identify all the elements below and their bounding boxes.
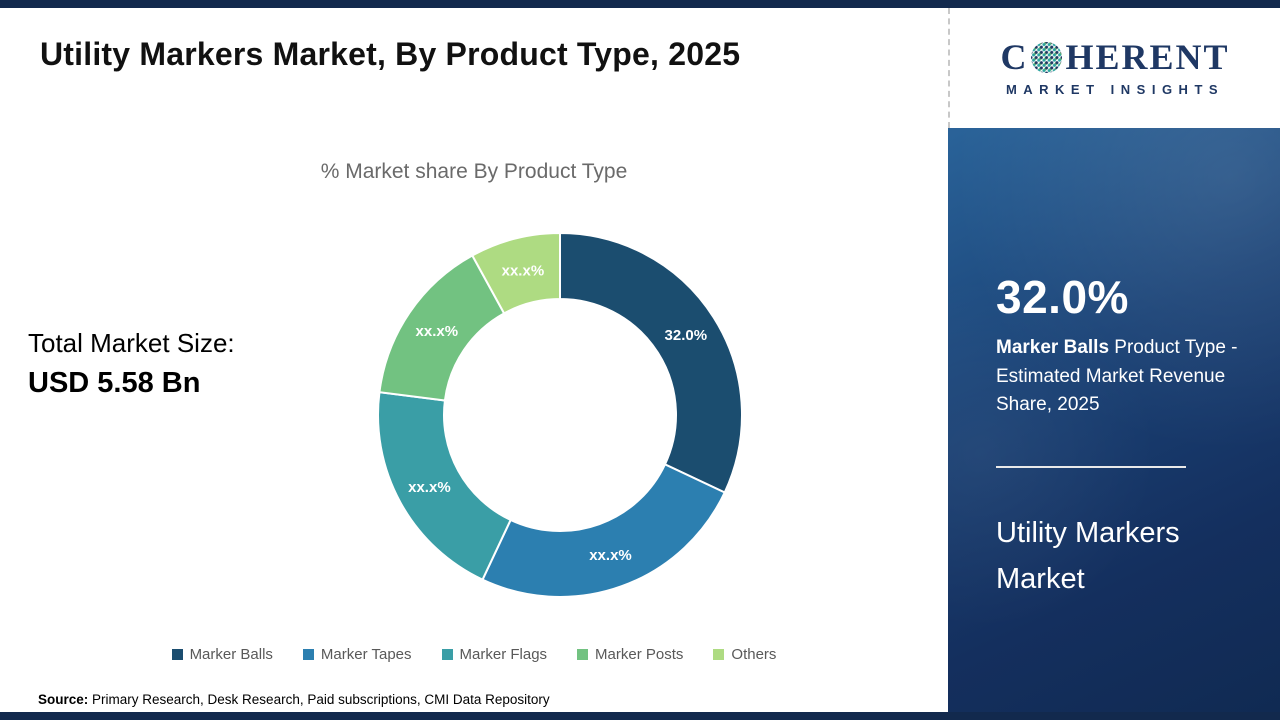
legend-label: Marker Balls (189, 646, 273, 663)
source-note: Source: Primary Research, Desk Research,… (38, 692, 550, 707)
share-description-segment: Marker Balls (996, 337, 1110, 358)
coherent-logo: C HERENT MARKET INSIGHTS (948, 8, 1280, 128)
source-label: Source: (38, 692, 89, 707)
right-sidebar: 32.0% Marker Balls Product Type - Estima… (948, 128, 1280, 720)
donut-segment-label: 32.0% (665, 327, 708, 344)
legend-swatch-icon (713, 649, 725, 660)
legend-swatch-icon (302, 649, 314, 660)
top-accent-bar (0, 0, 1280, 8)
legend-item-marker-flags: Marker Flags (441, 646, 548, 663)
donut-segment-marker-tapes (481, 463, 727, 598)
share-description-rest: Product Type - Estimated Market Revenue … (996, 337, 1238, 415)
share-value: 32.0% (996, 271, 1129, 323)
donut-segment-label: xx.x% (416, 323, 459, 340)
logo-subtitle: MARKET INSIGHTS (1005, 82, 1225, 97)
chart-title: % Market share By Product Type (320, 160, 628, 183)
logo-text-pre: C (1000, 37, 1029, 77)
legend-label: Marker Posts (595, 646, 684, 663)
share-description: Marker Balls Product Type - Estimated Ma… (996, 334, 1242, 420)
sidebar-divider (996, 465, 1186, 468)
globe-icon (1031, 41, 1063, 73)
legend-item-marker-tapes: Marker Tapes (302, 646, 412, 663)
bottom-accent-bar (0, 712, 1280, 720)
legend-label: Others (731, 646, 777, 663)
legend-item-marker-balls: Marker Balls (171, 646, 273, 663)
legend-swatch-icon (441, 649, 453, 660)
legend-item-others: Others (713, 646, 776, 663)
legend-label: Marker Tapes (320, 646, 412, 663)
total-market-label: Total Market Size: (28, 328, 235, 358)
donut-chart: 32.0% xx.x% xx.x% xx.x% xx.x% (377, 231, 743, 598)
market-name: Utility Markers Market (996, 516, 1180, 595)
page-title: Utility Markers Market, By Product Type,… (40, 36, 741, 72)
donut-segment-others (470, 231, 561, 315)
source-text: Primary Research, Desk Research, Paid su… (88, 692, 550, 707)
logo-text-post: HERENT (1065, 37, 1230, 77)
legend-label: Marker Flags (459, 646, 548, 663)
donut-segment-label: xx.x% (589, 547, 632, 564)
total-market-value: USD 5.58 Bn (28, 367, 201, 399)
donut-segment-label: xx.x% (502, 263, 545, 280)
logo-wordmark: C HERENT (1000, 39, 1229, 75)
donut-segment-marker-balls (559, 231, 743, 494)
donut-segment-label: xx.x% (408, 479, 451, 496)
total-market-size: Total Market Size: USD 5.58 Bn (28, 328, 235, 400)
legend-item-marker-posts: Marker Posts (577, 646, 683, 663)
legend-swatch-icon (577, 649, 589, 660)
chart-legend: Marker Balls Marker Tapes Marker Flags Mark… (0, 646, 948, 663)
legend-swatch-icon (171, 649, 183, 660)
